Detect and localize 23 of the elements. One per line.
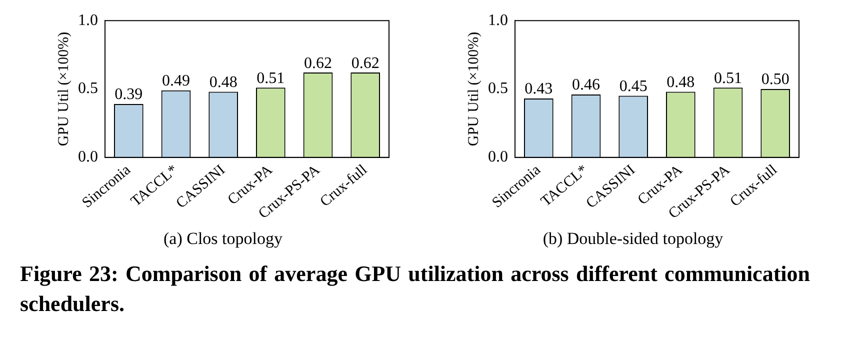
data-label: 0.46 <box>572 76 600 94</box>
text: (a) Clos topology <box>162 229 284 249</box>
y-tick-label: 0.0 <box>78 148 98 166</box>
data-label: 0.45 <box>619 78 648 96</box>
data-label: 0.62 <box>304 54 332 72</box>
data-label: 0.62 <box>351 54 380 72</box>
data-label: 0.39 <box>114 86 143 104</box>
y-tick-label: 0.5 <box>78 80 98 98</box>
y-axis-title: GPU Util (×100%) <box>56 32 72 146</box>
y-axis-title: GPU Util (×100%) <box>466 32 482 146</box>
y-tick-label: 0.0 <box>488 148 508 166</box>
data-label: 0.49 <box>162 72 190 90</box>
data-label: 0.51 <box>256 70 285 87</box>
y-tick-label: 0.5 <box>488 80 508 98</box>
y-tick-label: 1.0 <box>78 12 98 29</box>
y-tick-label: 1.0 <box>488 12 508 29</box>
text: (b) Double-sided topology <box>542 229 724 249</box>
data-label: 0.51 <box>714 70 742 87</box>
data-label: 0.48 <box>209 74 238 91</box>
data-label: 0.50 <box>761 71 790 88</box>
data-label: 0.43 <box>524 80 553 98</box>
data-label: 0.48 <box>666 74 695 91</box>
caption: Figure 23: Comparison of average GPU utilization across different communication schedulers. <box>20 260 810 318</box>
